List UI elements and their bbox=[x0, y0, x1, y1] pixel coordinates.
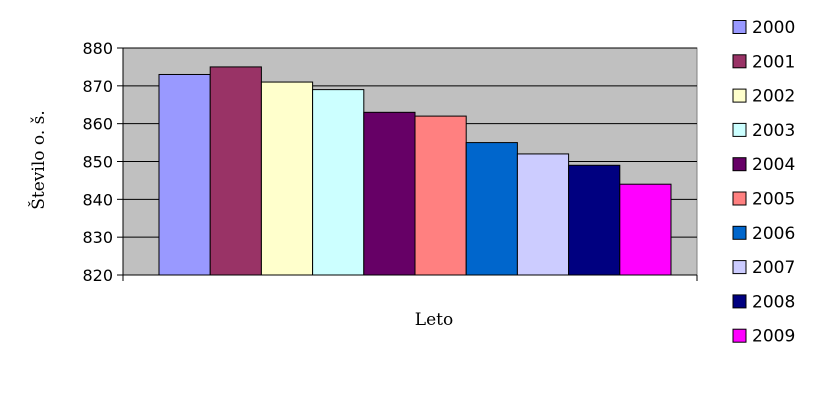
legend-label-2006: 2006 bbox=[752, 224, 795, 244]
legend-swatch-2000 bbox=[732, 20, 747, 34]
legend-label-2002: 2002 bbox=[752, 87, 795, 107]
legend-label-2007: 2007 bbox=[752, 258, 795, 278]
legend-swatch-2003 bbox=[732, 122, 747, 137]
legend-swatch-2002 bbox=[732, 88, 747, 103]
y-tick-label-830: 830 bbox=[82, 228, 113, 247]
legend-swatch-2007 bbox=[732, 260, 747, 275]
y-ticks: 820 830 840 850 860 870 880 bbox=[82, 39, 123, 285]
y-tick-label-870: 870 bbox=[82, 77, 113, 96]
legend-swatch-2009 bbox=[732, 328, 747, 343]
y-tick-label-880: 880 bbox=[82, 39, 113, 58]
bar-2007 bbox=[516, 153, 570, 276]
legend-swatch-2001 bbox=[732, 54, 747, 69]
legend-label-2005: 2005 bbox=[752, 190, 795, 210]
legend-swatch-2005 bbox=[732, 191, 747, 206]
y-tick-label-820: 820 bbox=[82, 266, 113, 285]
bar-2002 bbox=[260, 81, 314, 276]
legend-label-2008: 2008 bbox=[752, 292, 795, 312]
bar-2008 bbox=[568, 164, 621, 276]
legend-swatch-2006 bbox=[732, 225, 747, 240]
legend-label-2001: 2001 bbox=[752, 52, 795, 72]
x-axis-title: Leto bbox=[415, 310, 453, 330]
bar-2006 bbox=[465, 142, 518, 276]
legend: 2000 2001 2002 2003 2004 2005 2006 2007 2008 2009 bbox=[732, 18, 795, 347]
bar-2003 bbox=[312, 89, 365, 276]
legend-label-2003: 2003 bbox=[752, 121, 795, 141]
bar-2005 bbox=[414, 115, 467, 276]
bar-2004 bbox=[363, 111, 416, 276]
legend-swatch-2004 bbox=[732, 157, 747, 172]
y-tick-label-850: 850 bbox=[82, 153, 113, 172]
y-axis-title: Število o. š. bbox=[28, 110, 49, 210]
bar-2009 bbox=[619, 183, 672, 276]
legend-label-2000: 2000 bbox=[752, 18, 795, 38]
legend-swatch-2008 bbox=[732, 294, 747, 309]
legend-label-2009: 2009 bbox=[752, 327, 795, 347]
y-tick-label-840: 840 bbox=[82, 190, 113, 209]
bar-2001 bbox=[209, 66, 262, 276]
bar-2000 bbox=[158, 73, 211, 276]
bars bbox=[158, 66, 672, 276]
y-tick-label-860: 860 bbox=[82, 115, 113, 134]
legend-label-2004: 2004 bbox=[752, 155, 795, 175]
